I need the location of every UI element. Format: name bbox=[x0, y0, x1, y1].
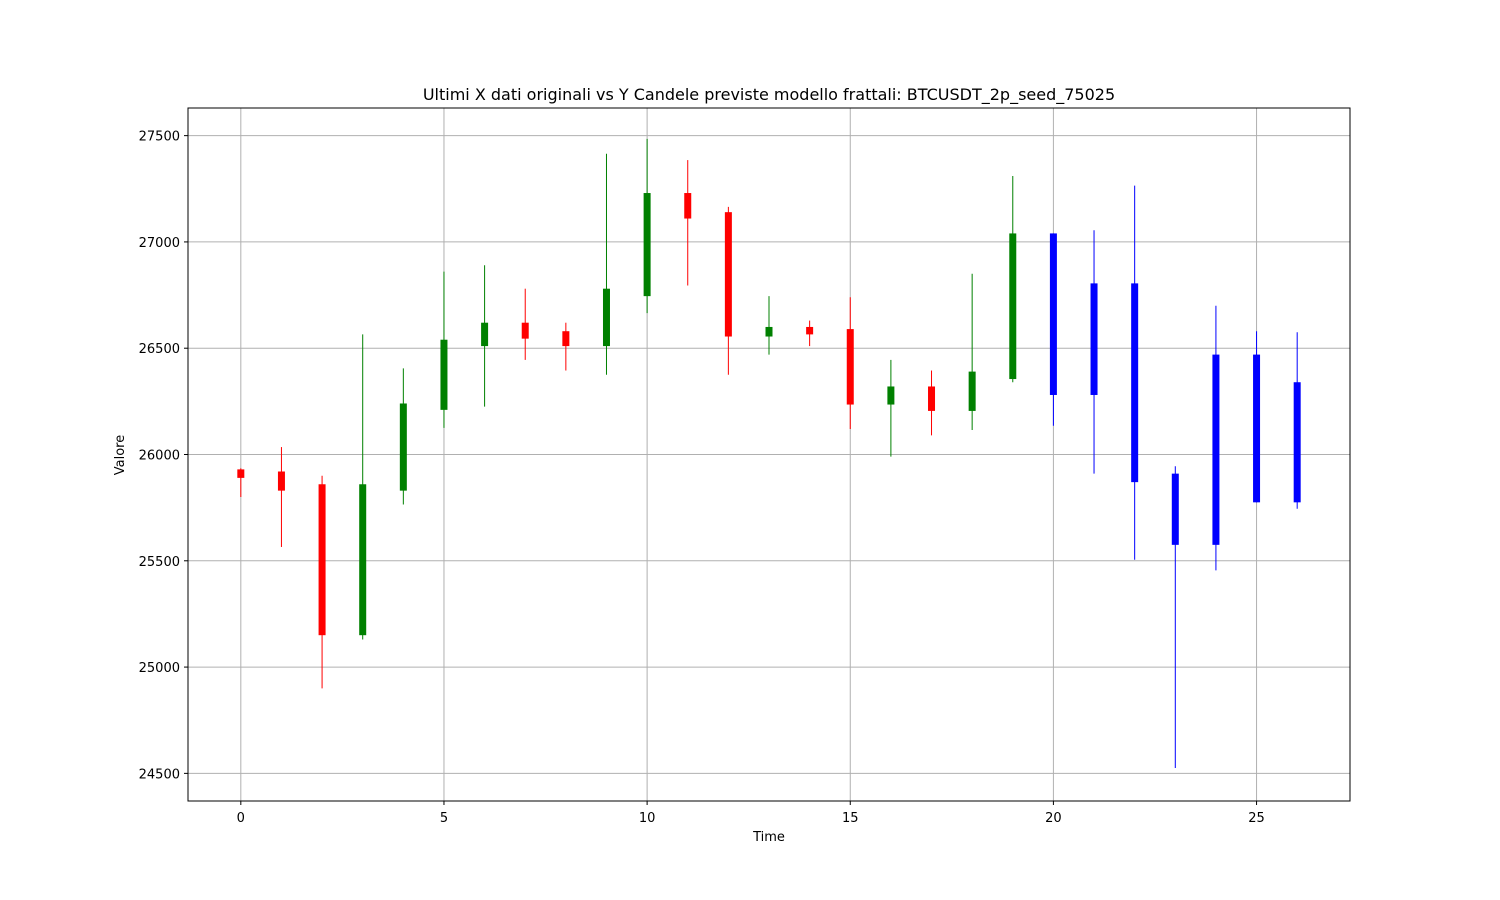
candle-body bbox=[1131, 283, 1139, 483]
x-tick-label: 15 bbox=[842, 811, 859, 826]
candle-12 bbox=[724, 206, 732, 375]
chart-title: Ultimi X dati originali vs Y Candele pre… bbox=[423, 85, 1115, 105]
candle-body bbox=[928, 386, 936, 411]
candle-body bbox=[481, 322, 489, 347]
candle-7 bbox=[521, 288, 529, 360]
candle-body bbox=[684, 193, 692, 219]
candle-body bbox=[806, 326, 814, 335]
y-tick-label: 26500 bbox=[139, 342, 180, 357]
candle-body bbox=[602, 288, 610, 347]
candle-body bbox=[399, 403, 407, 491]
candle-8 bbox=[562, 322, 570, 371]
candle-17 bbox=[928, 370, 936, 436]
candle-body bbox=[1009, 233, 1017, 380]
x-tick-label: 25 bbox=[1248, 811, 1265, 826]
candles bbox=[237, 138, 1301, 769]
candle-25 bbox=[1253, 331, 1261, 503]
candle-body bbox=[1293, 382, 1301, 503]
candle-body bbox=[440, 339, 448, 410]
candle-3 bbox=[359, 334, 367, 640]
x-tick-label: 5 bbox=[440, 811, 448, 826]
candle-body bbox=[724, 212, 732, 337]
y-tick-label: 25000 bbox=[139, 661, 180, 676]
candle-body bbox=[1171, 473, 1179, 545]
candle-16 bbox=[887, 359, 895, 457]
candle-body bbox=[1253, 354, 1261, 503]
y-tick-label: 26000 bbox=[139, 449, 180, 464]
candle-body bbox=[1049, 233, 1057, 395]
y-tick-label: 25500 bbox=[139, 555, 180, 570]
candle-13 bbox=[765, 296, 773, 355]
y-tick-label: 27500 bbox=[139, 130, 180, 145]
x-tick-label: 0 bbox=[237, 811, 245, 826]
candle-24 bbox=[1212, 305, 1220, 571]
candle-22 bbox=[1131, 185, 1139, 560]
candle-body bbox=[237, 469, 245, 478]
candle-5 bbox=[440, 271, 448, 428]
candle-body bbox=[318, 484, 326, 636]
x-tick-label: 10 bbox=[639, 811, 656, 826]
y-tick-label: 27000 bbox=[139, 236, 180, 251]
candle-2 bbox=[318, 475, 326, 689]
candle-26 bbox=[1293, 332, 1301, 509]
candle-body bbox=[846, 329, 854, 405]
candle-body bbox=[359, 484, 367, 636]
candle-body bbox=[1090, 283, 1098, 395]
candle-23 bbox=[1171, 466, 1179, 769]
candle-9 bbox=[602, 153, 610, 375]
axis-ticks: 0 5 10 15 20 25 24500 25000 25500 26000 26500 27000… bbox=[139, 130, 1265, 826]
y-tick-label: 24500 bbox=[139, 767, 180, 782]
candle-body bbox=[1212, 354, 1220, 545]
candle-15 bbox=[846, 297, 854, 429]
candle-11 bbox=[684, 160, 692, 286]
y-axis-label: Valore bbox=[113, 435, 128, 475]
candle-body bbox=[765, 326, 773, 337]
candle-body bbox=[643, 193, 651, 297]
candle-body bbox=[562, 331, 570, 347]
candle-body bbox=[521, 322, 529, 339]
candle-21 bbox=[1090, 230, 1098, 474]
x-axis-label: Time bbox=[752, 830, 785, 845]
candle-body bbox=[968, 371, 976, 411]
candle-14 bbox=[806, 320, 814, 347]
candle-6 bbox=[481, 265, 489, 407]
candle-20 bbox=[1049, 233, 1057, 426]
candle-1 bbox=[277, 447, 285, 547]
x-tick-label: 20 bbox=[1045, 811, 1062, 826]
candle-body bbox=[887, 386, 895, 405]
candle-19 bbox=[1009, 176, 1017, 383]
candle-body bbox=[277, 471, 285, 491]
candle-4 bbox=[399, 368, 407, 505]
candle-0 bbox=[237, 468, 245, 498]
candle-18 bbox=[968, 273, 976, 431]
candle-10 bbox=[643, 138, 651, 314]
